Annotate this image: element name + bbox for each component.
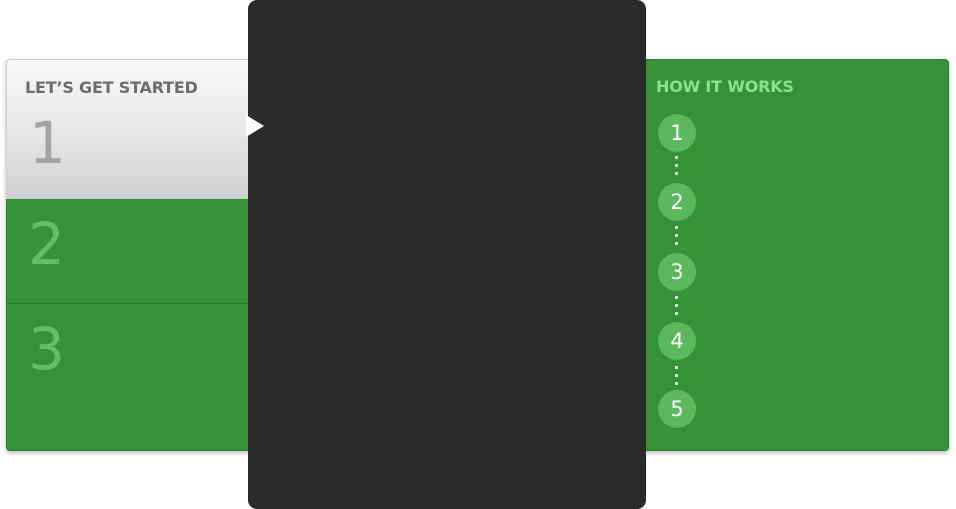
step-1[interactable]: LET’S GET STARTED 1 [6,59,248,199]
how-step-3[interactable]: 3 [658,253,696,291]
triangle-pointer-icon [246,115,264,137]
how-it-works-panel: HOW IT WORKS 1 2 3 4 5 [656,59,936,439]
how-it-works-title: HOW IT WORKS [656,77,794,96]
steps-column: LET’S GET STARTED 1 2 3 [6,59,248,450]
step-3[interactable]: 3 [6,305,248,450]
step-2-number: 2 [28,210,65,278]
how-step-1[interactable]: 1 [658,114,696,152]
dotted-connector-2 [675,226,679,248]
step-1-title: LET’S GET STARTED [25,78,198,97]
dotted-connector-3 [675,296,679,318]
dotted-connector-4 [675,366,679,388]
step-1-number: 1 [29,109,66,177]
dotted-connector-1 [675,156,679,178]
how-step-4[interactable]: 4 [658,322,696,360]
step-3-number: 3 [28,315,65,383]
device-panel [248,0,646,509]
how-step-2[interactable]: 2 [658,183,696,221]
step-2[interactable]: 2 [6,199,248,304]
how-step-5[interactable]: 5 [658,390,696,428]
